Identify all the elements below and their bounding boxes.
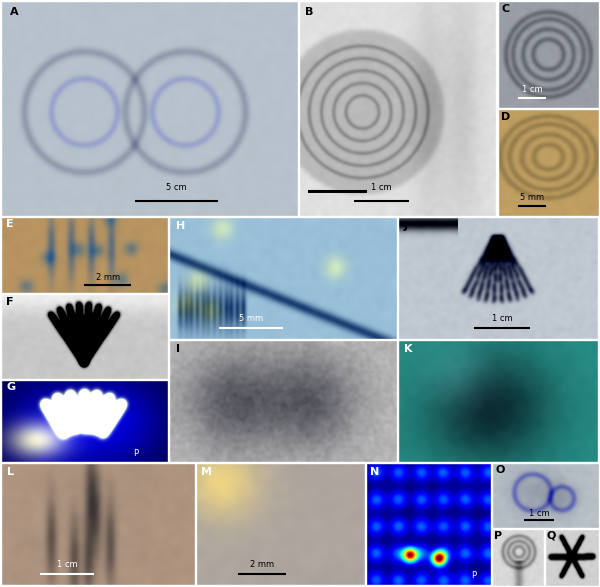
Text: 1 cm: 1 cm	[371, 183, 392, 193]
Text: N: N	[370, 467, 379, 477]
Text: K: K	[404, 343, 413, 353]
Text: G: G	[6, 383, 15, 393]
Text: O: O	[495, 465, 505, 475]
Text: 5 mm: 5 mm	[520, 193, 544, 202]
Text: P: P	[494, 531, 502, 541]
Text: 5 cm: 5 cm	[166, 183, 187, 193]
Text: 1 cm: 1 cm	[491, 314, 512, 323]
Text: E: E	[6, 220, 14, 230]
Text: 1 cm: 1 cm	[522, 85, 542, 94]
Text: F: F	[6, 296, 14, 306]
Text: C: C	[501, 4, 509, 14]
Text: B: B	[305, 8, 313, 18]
Text: 1 cm: 1 cm	[56, 560, 77, 569]
Text: 2 mm: 2 mm	[96, 274, 120, 282]
Text: H: H	[176, 221, 185, 231]
Text: L: L	[7, 467, 14, 477]
Text: 5 mm: 5 mm	[239, 314, 263, 323]
Text: P: P	[471, 571, 476, 580]
Text: M: M	[201, 467, 212, 477]
Text: P: P	[133, 449, 138, 458]
Text: A: A	[10, 8, 19, 18]
Text: 1 cm: 1 cm	[529, 508, 550, 518]
Text: J: J	[404, 221, 408, 231]
Text: Q: Q	[547, 531, 556, 541]
Text: 2 mm: 2 mm	[250, 560, 274, 569]
Text: D: D	[501, 112, 510, 122]
Text: I: I	[176, 343, 180, 353]
